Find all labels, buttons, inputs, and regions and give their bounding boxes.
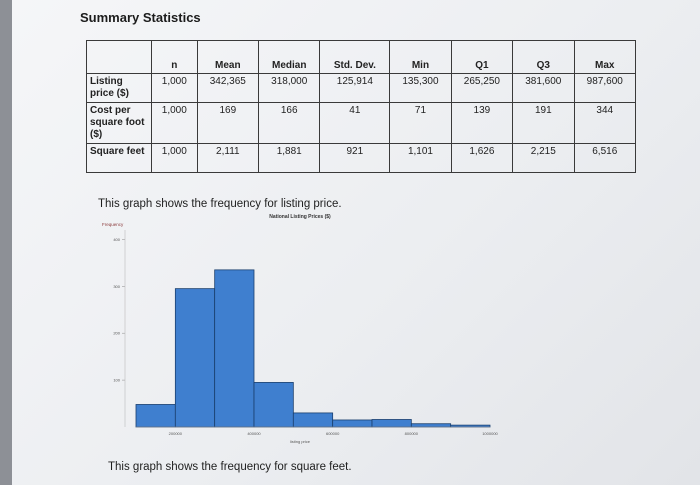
row-label: Square feet [86,143,152,173]
table-cell: 139 [450,102,514,144]
y-tick-label: 400 [113,237,120,242]
x-axis-label: listing price [290,439,311,444]
table-cell: 1,000 [151,102,198,144]
histogram-bar [253,382,294,428]
y-tick-label: 100 [113,378,120,383]
y-axis-label: Frequency [102,222,124,227]
histogram-caption-listing-price: This graph shows the frequency for listi… [98,198,342,210]
table-cell: 987,600 [573,73,637,103]
page-title: Summary Statistics [80,10,201,25]
histogram-bar [371,419,412,428]
table-cell: 169 [196,102,260,144]
table-row: Listing price ($) 1,000 342,365 318,000 … [86,73,637,103]
table-cell: 135,300 [389,73,452,103]
table-row: Cost per square foot ($) 1,000 169 166 4… [86,102,637,144]
table-cell: 166 [258,102,321,144]
col-header-min: Min [389,40,452,74]
table-cell: 381,600 [512,73,575,103]
x-tick-label: 800000 [405,431,419,436]
histogram-bar [174,288,216,428]
table-cell: 6,516 [573,143,637,173]
col-header-mean: Mean [196,40,260,74]
table-cell: 71 [389,102,452,144]
x-tick-label: 600000 [326,431,340,436]
histogram-bar [135,404,176,428]
monitor-bezel [0,0,12,485]
table-cell: 1,101 [389,143,452,173]
table-cell: 921 [319,143,391,173]
table-cell: 191 [512,102,575,144]
table-cell: 2,111 [196,143,260,173]
histogram-svg: National Listing Prices ($) Frequency 100 2… [102,214,499,444]
histogram-caption-square-feet: This graph shows the frequency for squar… [108,461,352,473]
col-header-q3: Q3 [512,40,575,74]
table-cell: 1,881 [258,143,321,173]
y-tick-label: 200 [113,331,120,336]
table-row: Square feet 1,000 2,111 1,881 921 1,101 … [86,143,637,173]
x-tick-label: 200000 [169,431,183,436]
col-header-n: n [151,40,198,74]
histogram-bar [292,412,334,428]
histogram-bar [332,419,373,428]
x-tick-label: 400000 [247,431,261,436]
row-label: Cost per square foot ($) [86,102,152,144]
listing-price-histogram: National Listing Prices ($) Frequency 100 2… [100,212,500,457]
histogram-bar [214,269,255,428]
table-cell: 2,215 [512,143,575,173]
table-cell: 1,000 [151,143,198,173]
summary-statistics-table: n Mean Median Std. Dev. Min Q1 Q3 Max Li… [86,40,637,173]
table-cell: 318,000 [258,73,321,103]
row-label: Listing price ($) [86,73,152,103]
col-header-max: Max [573,40,637,74]
corner-cell [86,40,152,74]
table-cell: 125,914 [319,73,391,103]
col-header-std-dev: Std. Dev. [319,40,391,74]
y-tick-label: 300 [113,284,120,289]
table-cell: 1,626 [450,143,514,173]
x-tick-label: 1000000 [482,431,498,436]
histogram-bar [410,423,452,428]
table-cell: 342,365 [196,73,260,103]
table-header-row: n Mean Median Std. Dev. Min Q1 Q3 Max [86,40,637,74]
col-header-median: Median [258,40,321,74]
table-cell: 344 [573,102,637,144]
col-header-q1: Q1 [450,40,514,74]
table-cell: 1,000 [151,73,198,103]
table-cell: 265,250 [450,73,514,103]
table-cell: 41 [319,102,391,144]
chart-title: National Listing Prices ($) [269,214,331,220]
